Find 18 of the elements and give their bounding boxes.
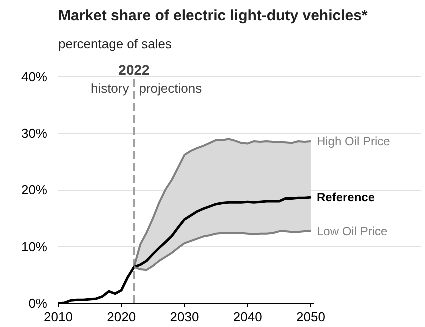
annotation: history <box>90 80 130 96</box>
x-tick-label: 2030 <box>170 310 200 324</box>
x-tick-label: 2010 <box>44 310 73 324</box>
series-label: Low Oil Price <box>316 224 388 239</box>
y-tick-label: 40% <box>21 69 48 84</box>
y-tick-label: 30% <box>21 126 48 142</box>
y-tick-label: 10% <box>21 239 48 254</box>
x-tick-label: 2020 <box>107 310 136 324</box>
ref-line-label: 2022 <box>118 62 150 78</box>
x-tick-label: 2040 <box>233 310 262 324</box>
series-label: Reference <box>316 190 376 205</box>
chart-title: Market share of electric light-duty vehicles* <box>58 8 368 24</box>
y-tick-label: 20% <box>21 182 48 198</box>
chart-subtitle: percentage of sales <box>58 36 172 52</box>
x-tick-label: 2050 <box>296 310 326 324</box>
y-tick-label: 0% <box>28 296 48 311</box>
series-label: High Oil Price <box>316 134 391 148</box>
annotation: projections <box>139 80 203 96</box>
